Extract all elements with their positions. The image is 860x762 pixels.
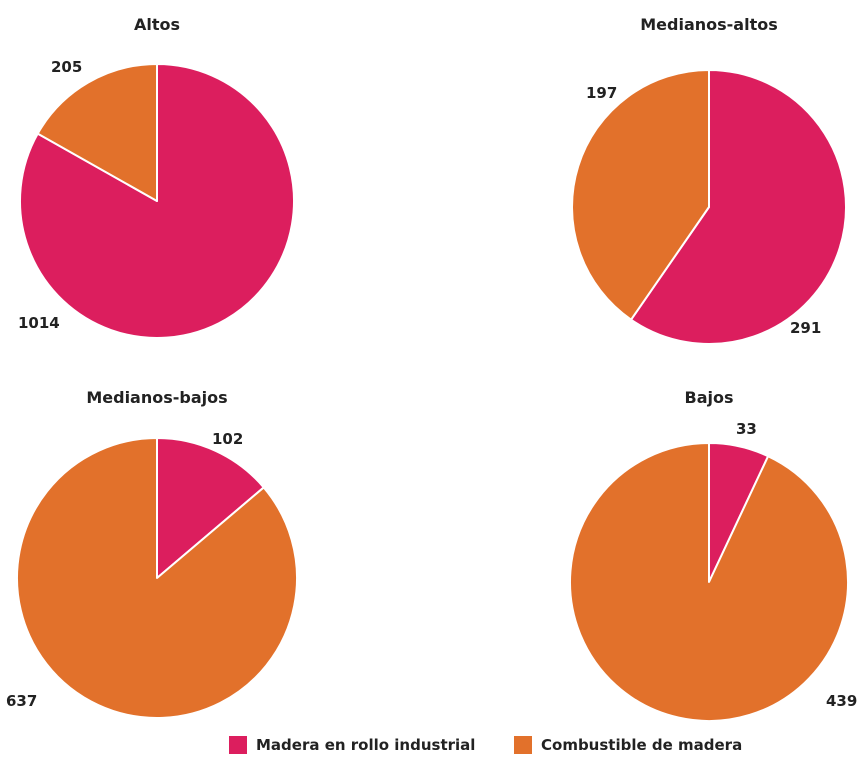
legend-swatch-industrial <box>229 736 247 754</box>
legend-label-fuel: Combustible de madera <box>541 736 743 754</box>
legend-swatch-fuel <box>514 736 532 754</box>
pie-slice-industrial <box>630 69 847 345</box>
pie-data-label: 1014 <box>18 314 60 332</box>
pie-chart-0: Altos 1014 205 <box>18 15 295 339</box>
pie-data-label: 291 <box>790 319 821 337</box>
pie-slice-fuel <box>569 442 849 722</box>
pie-slice-fuel <box>36 63 158 202</box>
legend-label-industrial: Madera en rollo industrial <box>256 736 476 754</box>
legend: Madera en rollo industrial Combustible d… <box>0 736 860 758</box>
pie-slice-industrial <box>156 437 265 579</box>
legend-item-fuel: Combustible de madera <box>514 736 742 754</box>
pie-data-label: 102 <box>212 430 243 448</box>
pie-title: Altos <box>134 15 180 34</box>
pie-slice-fuel <box>571 69 710 321</box>
pie-chart-1: Medianos-altos 291 197 <box>571 15 847 345</box>
pie-data-label: 439 <box>826 692 857 710</box>
pie-title: Bajos <box>685 388 734 407</box>
pie-data-label: 205 <box>51 58 82 76</box>
pie-data-label: 197 <box>586 84 617 102</box>
pie-title: Medianos-altos <box>640 15 778 34</box>
pie-data-label: 637 <box>6 692 37 710</box>
pie-title: Medianos-bajos <box>86 388 227 407</box>
pie-slice-fuel <box>16 437 298 719</box>
pie-data-label: 33 <box>736 420 757 438</box>
legend-item-industrial: Madera en rollo industrial <box>229 736 475 754</box>
pie-chart-2: Medianos-bajos 102 637 <box>6 388 298 719</box>
